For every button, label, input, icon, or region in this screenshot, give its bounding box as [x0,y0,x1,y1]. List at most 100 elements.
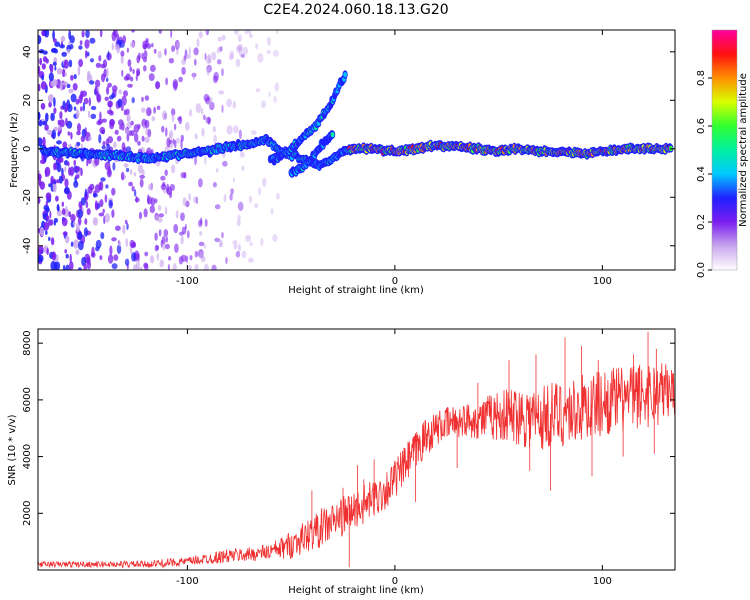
noise-speckle [75,174,80,179]
noise-speckle [85,201,89,209]
noise-speckle [67,48,70,54]
noise-speckle [50,175,54,185]
noise-speckle [237,44,243,51]
noise-speckle [79,40,83,45]
noise-speckle [74,166,81,172]
noise-speckle [62,68,66,78]
noise-speckle [108,199,113,209]
noise-speckle [217,36,222,42]
noise-speckle [99,126,106,134]
noise-speckle [106,86,110,95]
noise-speckle [54,48,58,54]
noise-speckle [69,261,74,270]
noise-speckle [76,141,81,147]
noise-speckle [193,47,199,56]
noise-speckle [130,41,136,48]
noise-speckle [151,43,154,48]
noise-speckle [168,133,172,139]
noise-speckle [139,174,145,179]
noise-speckle [180,235,184,245]
noise-speckle [75,249,80,255]
noise-speckle [101,73,106,83]
noise-speckle [75,98,80,105]
noise-speckle [131,30,135,33]
noise-speckle [188,46,191,57]
noise-speckle [158,30,162,34]
noise-speckle [143,208,148,218]
noise-speckle [125,237,128,248]
noise-speckle [235,251,241,258]
noise-speckle [78,240,84,251]
noise-speckle [53,97,56,108]
noise-speckle [75,109,80,119]
noise-speckle [153,106,157,114]
noise-speckle [121,69,124,77]
noise-speckle [55,195,59,202]
noise-speckle [229,193,233,201]
noise-speckle [86,256,90,263]
noise-speckle [111,237,117,242]
noise-speckle [133,189,137,197]
noise-speckle [56,140,62,145]
spectrogram-marks [38,30,674,270]
noise-speckle [260,100,267,109]
noise-speckle [102,208,105,214]
noise-speckle [86,208,91,216]
y-tick-label: 40 [22,45,33,58]
colorbar-tick-label: 0.0 [696,262,707,278]
noise-speckle [52,61,57,66]
noise-speckle [61,201,64,207]
noise-speckle [150,64,156,72]
noise-speckle [120,50,125,57]
noise-speckle [88,136,92,141]
noise-speckle [56,67,63,75]
noise-speckle [179,231,184,236]
noise-speckle [66,120,73,129]
noise-speckle [174,243,179,253]
noise-speckle [99,199,104,208]
noise-speckle [247,257,254,263]
noise-speckle [111,85,118,93]
noise-speckle [69,44,74,50]
noise-speckle [229,50,235,59]
noise-speckle [52,183,57,193]
noise-speckle [204,156,207,165]
x-tick-label: 0 [392,276,398,287]
noise-speckle [57,205,60,212]
noise-speckle [233,125,239,134]
noise-speckle [64,166,67,173]
noise-speckle [45,200,48,206]
noise-speckle [196,38,200,48]
noise-speckle [172,263,177,270]
noise-speckle [44,166,51,177]
noise-speckle [141,96,144,102]
noise-speckle [163,229,169,237]
noise-speckle [206,67,210,76]
noise-speckle [166,183,170,194]
noise-speckle [116,135,122,142]
y-tick-label: 4000 [22,444,33,469]
noise-speckle [45,207,50,213]
noise-speckle [102,118,107,123]
noise-speckle [171,108,176,116]
noise-speckle [68,211,72,218]
noise-speckle [257,53,264,63]
noise-speckle [48,219,54,226]
noise-speckle [194,250,199,258]
noise-speckle [53,107,57,114]
noise-speckle [94,200,98,209]
noise-speckle [155,81,160,90]
noise-speckle [232,100,237,110]
noise-speckle [45,215,50,221]
noise-speckle [111,263,118,270]
noise-speckle [113,141,117,149]
noise-speckle [77,231,83,240]
noise-speckle [131,251,137,262]
noise-speckle [117,98,123,108]
noise-speckle [221,104,224,114]
noise-speckle [87,110,91,118]
noise-speckle [212,126,216,133]
noise-speckle [38,65,41,74]
noise-speckle [156,105,161,111]
noise-speckle [141,107,146,113]
